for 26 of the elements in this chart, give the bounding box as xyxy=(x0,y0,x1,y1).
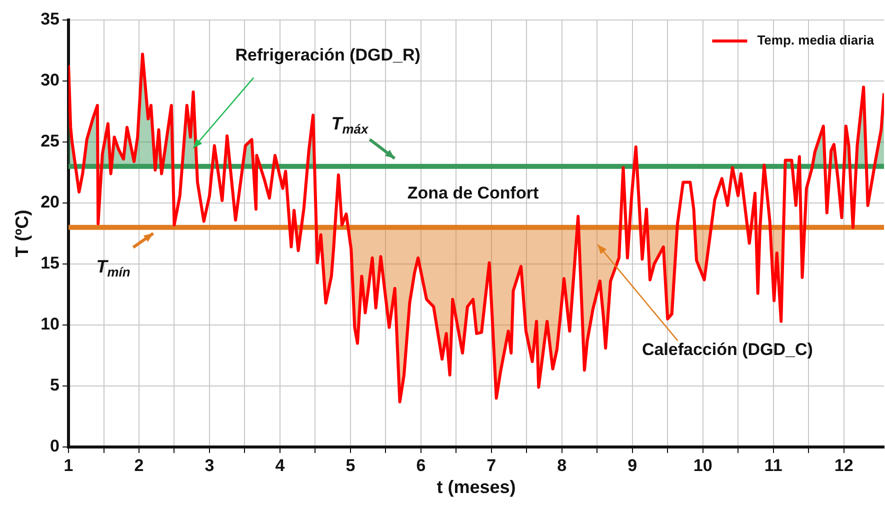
annotation: Zona de Confort xyxy=(407,183,539,202)
annotation: Calefacción (DGD_C) xyxy=(642,340,813,360)
x-tick-label: 7 xyxy=(486,456,496,475)
x-tick-label: 3 xyxy=(204,456,214,475)
x-tick-label: 4 xyxy=(275,456,286,475)
x-tick-label: 8 xyxy=(557,456,567,475)
y-tick-label: 25 xyxy=(40,132,60,151)
annotation: Refrigeración (DGD_R) xyxy=(235,46,420,65)
x-axis-title: t (meses) xyxy=(436,477,516,498)
x-tick-label: 9 xyxy=(628,456,638,475)
y-axis-title: T (ºC) xyxy=(12,210,32,258)
x-tick-label: 1 xyxy=(64,456,74,475)
y-tick-label: 10 xyxy=(40,314,60,334)
x-tick-label: 12 xyxy=(834,456,854,475)
y-tick-label: 5 xyxy=(50,376,60,395)
y-tick-label: 15 xyxy=(40,254,60,273)
x-tick-label: 2 xyxy=(134,456,144,475)
y-tick-label: 35 xyxy=(40,10,60,29)
y-tick-label: 30 xyxy=(40,70,60,90)
y-tick-label: 20 xyxy=(40,192,60,212)
x-tick-label: 11 xyxy=(764,456,782,475)
x-tick-label: 10 xyxy=(693,456,712,475)
legend-label: Temp. media diaria xyxy=(757,32,875,48)
x-tick-label: 5 xyxy=(346,456,356,475)
x-tick-label: 6 xyxy=(416,456,426,475)
y-tick-label: 0 xyxy=(50,436,60,456)
